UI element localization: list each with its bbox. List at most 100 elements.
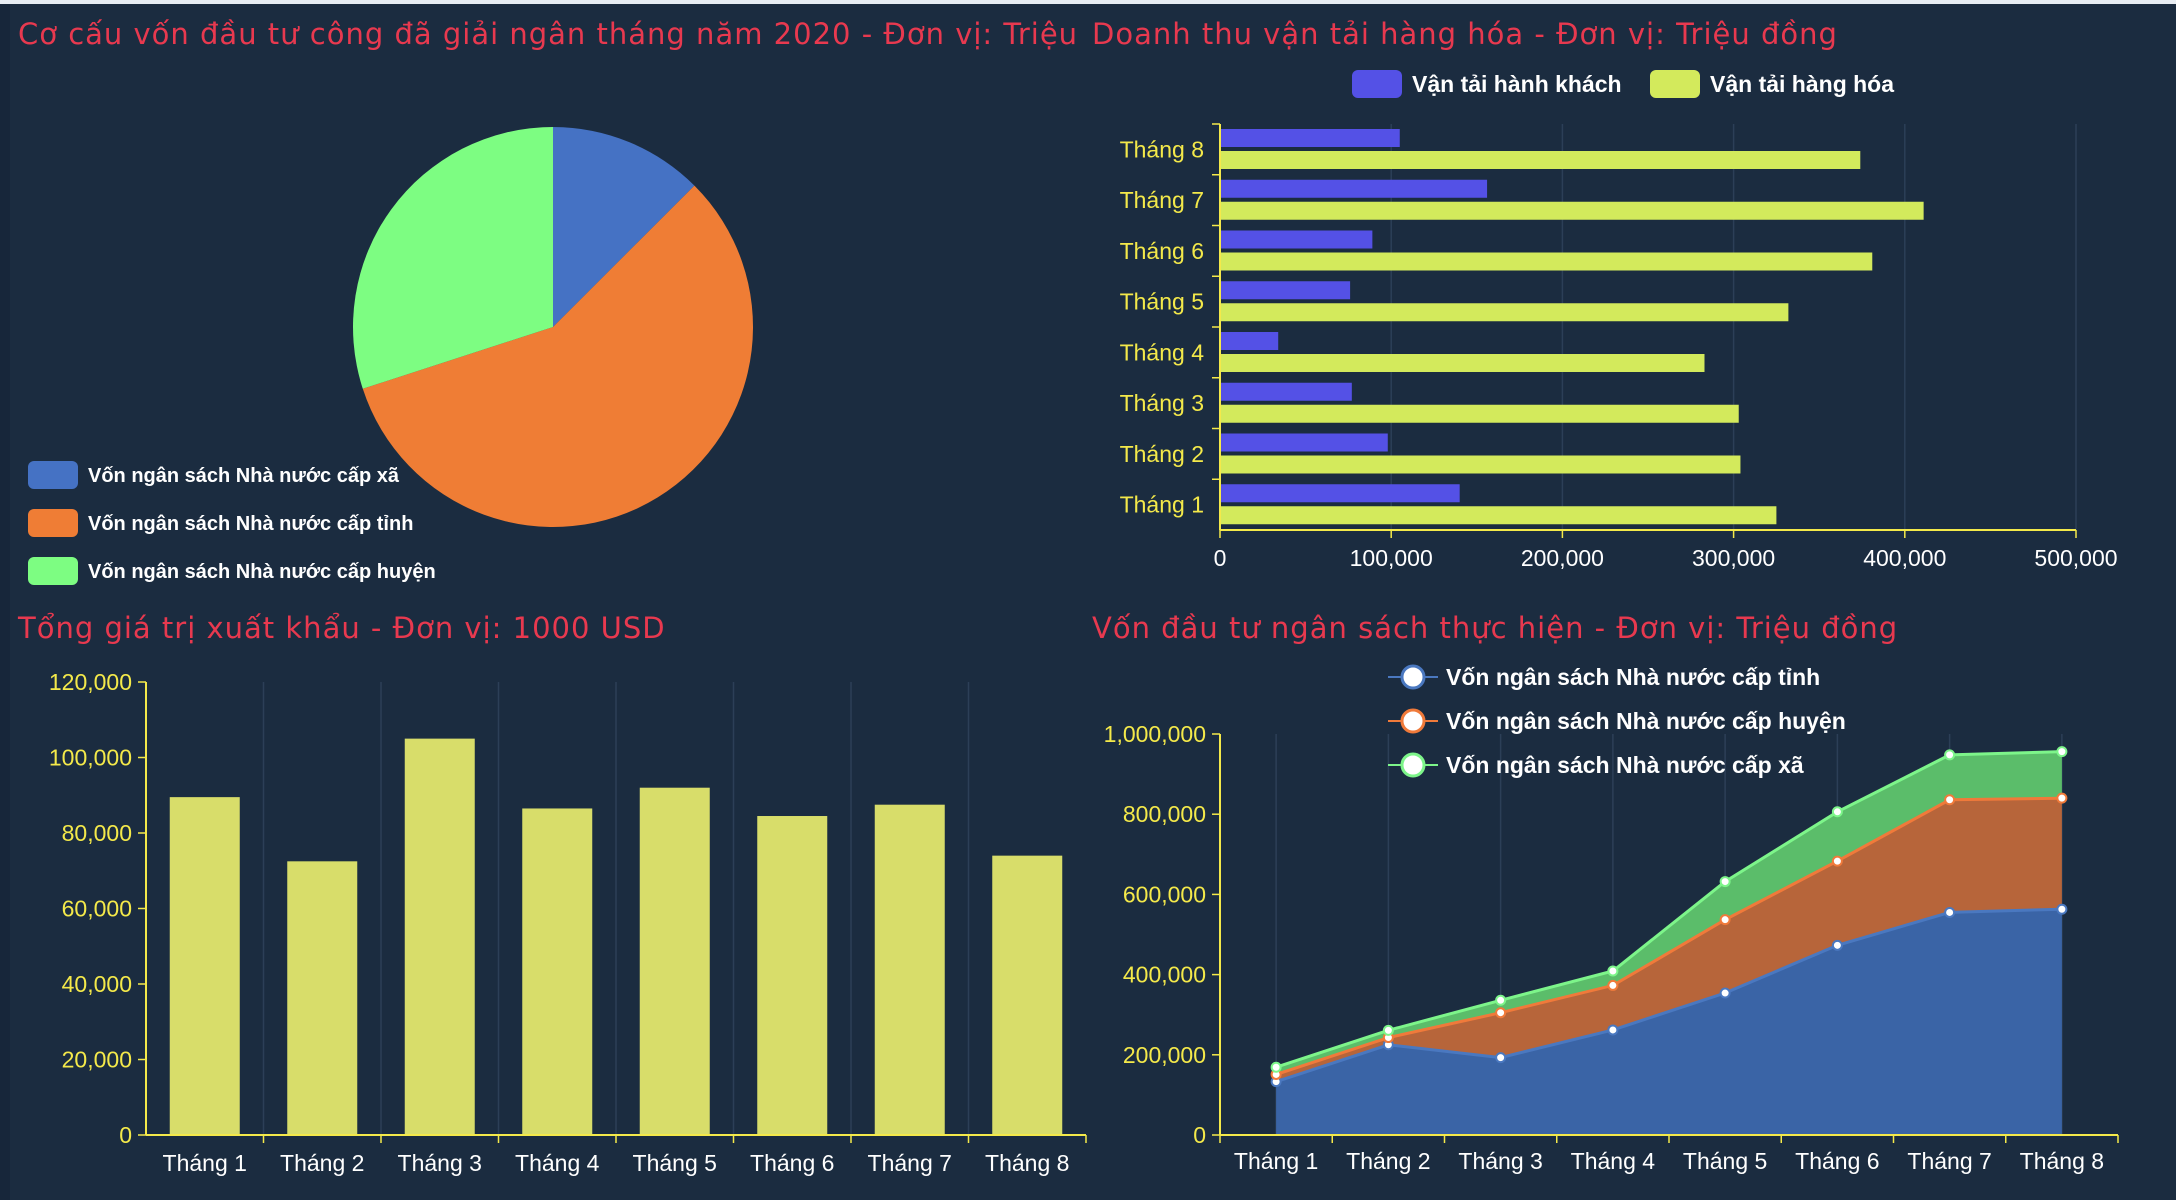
legend-marker bbox=[1400, 708, 1426, 734]
bar bbox=[169, 797, 240, 1135]
data-point bbox=[1944, 906, 1956, 918]
data-point bbox=[1270, 1061, 1282, 1073]
x-tick-label: Tháng 6 bbox=[1795, 1148, 1879, 1174]
data-point bbox=[1944, 749, 1956, 761]
x-tick-label: 200,000 bbox=[1521, 545, 1604, 571]
legend-label: Vốn ngân sách Nhà nước cấp huyện bbox=[1446, 708, 1846, 734]
y-tick-label: Tháng 5 bbox=[1120, 289, 1204, 315]
pie-slice bbox=[553, 127, 695, 327]
bar bbox=[1220, 303, 1789, 322]
bar bbox=[1220, 129, 1400, 147]
x-tick-label: Tháng 4 bbox=[1571, 1148, 1656, 1174]
bar bbox=[757, 816, 828, 1135]
legend-label: Vốn ngân sách Nhà nước cấp tỉnh bbox=[88, 513, 413, 535]
pie-chart: Cơ cấu vốn đầu tư công đã giải ngân thán… bbox=[18, 17, 1078, 585]
legend-swatch bbox=[1650, 70, 1700, 98]
legend-label: Vốn ngân sách Nhà nước cấp xã bbox=[88, 465, 400, 487]
x-tick-label: Tháng 5 bbox=[633, 1150, 717, 1176]
y-tick-label: Tháng 6 bbox=[1120, 238, 1204, 264]
chart-title: Tổng giá trị xuất khẩu - Đơn vị: 1000 US… bbox=[17, 611, 666, 645]
data-point bbox=[1495, 1052, 1507, 1064]
chart-title: Cơ cấu vốn đầu tư công đã giải ngân thán… bbox=[18, 17, 1078, 51]
x-tick-label: Tháng 2 bbox=[280, 1150, 364, 1176]
y-tick-label: Tháng 4 bbox=[1120, 339, 1205, 365]
data-point bbox=[1719, 876, 1731, 888]
x-tick-label: Tháng 7 bbox=[868, 1150, 952, 1176]
area-fill bbox=[1276, 909, 2062, 1135]
bar bbox=[404, 738, 475, 1135]
transport-revenue-panel: Doanh thu vận tải hàng hóa - Đơn vị: Tri… bbox=[1088, 0, 2176, 600]
data-point bbox=[1607, 979, 1619, 991]
data-point bbox=[1495, 1007, 1507, 1019]
pie-chart-panel: Cơ cấu vốn đầu tư công đã giải ngân thán… bbox=[0, 0, 1088, 600]
x-tick-label: Tháng 6 bbox=[750, 1150, 834, 1176]
area-fill bbox=[1276, 751, 2062, 1075]
export-value-chart: Tổng giá trị xuất khẩu - Đơn vị: 1000 US… bbox=[17, 611, 1087, 1176]
x-tick-label: Tháng 7 bbox=[1907, 1148, 1991, 1174]
bar bbox=[1220, 455, 1741, 474]
legend-label: Vận tải hàng hóa bbox=[1710, 71, 1894, 97]
pie-slice bbox=[353, 127, 553, 389]
series-line bbox=[1275, 796, 2062, 1076]
bar bbox=[1220, 506, 1777, 525]
y-tick-label: Tháng 2 bbox=[1120, 441, 1204, 467]
x-tick-label: 400,000 bbox=[1863, 545, 1946, 571]
y-tick-label: 400,000 bbox=[1123, 962, 1206, 988]
chart-title: Vốn đầu tư ngân sách thực hiện - Đơn vị:… bbox=[1092, 611, 1898, 645]
budget-investment-panel: Vốn đầu tư ngân sách thực hiện - Đơn vị:… bbox=[1088, 600, 2176, 1200]
y-tick-label: 120,000 bbox=[49, 669, 132, 695]
area-fill bbox=[1276, 798, 2062, 1082]
series-line bbox=[1275, 907, 2062, 1084]
transport-revenue-chart: Doanh thu vận tải hàng hóa - Đơn vị: Tri… bbox=[1092, 17, 2118, 571]
legend-label: Vận tải hành khách bbox=[1412, 71, 1622, 97]
x-tick-label: Tháng 1 bbox=[163, 1150, 247, 1176]
bar bbox=[1220, 151, 1861, 169]
data-point bbox=[1831, 806, 1843, 818]
bar bbox=[1220, 281, 1351, 300]
bar bbox=[992, 855, 1063, 1135]
top-border bbox=[0, 0, 2176, 4]
y-tick-label: 80,000 bbox=[62, 820, 132, 846]
bar bbox=[287, 861, 358, 1135]
bar bbox=[1220, 230, 1373, 249]
x-tick-label: 100,000 bbox=[1350, 545, 1433, 571]
y-tick-label: 0 bbox=[1193, 1122, 1206, 1148]
y-tick-label: Tháng 7 bbox=[1120, 187, 1204, 213]
data-point bbox=[1495, 994, 1507, 1006]
bar bbox=[1220, 433, 1388, 452]
bar bbox=[639, 787, 710, 1135]
data-point bbox=[2056, 746, 2068, 758]
legend-marker bbox=[1400, 664, 1426, 690]
x-tick-label: Tháng 1 bbox=[1234, 1148, 1318, 1174]
y-tick-label: 100,000 bbox=[49, 745, 132, 771]
x-tick-label: Tháng 8 bbox=[2020, 1148, 2104, 1174]
y-tick-label: 20,000 bbox=[62, 1047, 132, 1073]
budget-investment-chart: Vốn đầu tư ngân sách thực hiện - Đơn vị:… bbox=[1092, 611, 2119, 1174]
bar bbox=[1220, 201, 1924, 220]
bar bbox=[1220, 354, 1705, 372]
series-line bbox=[1275, 750, 2062, 1069]
x-tick-label: Tháng 5 bbox=[1683, 1148, 1767, 1174]
legend-marker bbox=[1400, 752, 1426, 778]
data-point bbox=[1607, 965, 1619, 977]
x-tick-label: Tháng 8 bbox=[985, 1150, 1069, 1176]
data-point bbox=[1607, 1024, 1619, 1036]
bar bbox=[874, 804, 945, 1135]
data-point bbox=[1831, 855, 1843, 867]
data-point bbox=[1719, 914, 1731, 926]
bar bbox=[1220, 382, 1352, 401]
x-tick-label: 500,000 bbox=[2034, 545, 2117, 571]
bar bbox=[1220, 484, 1460, 503]
data-point bbox=[1944, 794, 1956, 806]
legend-label: Vốn ngân sách Nhà nước cấp xã bbox=[1446, 752, 1804, 778]
bar bbox=[522, 808, 593, 1135]
export-value-panel: Tổng giá trị xuất khẩu - Đơn vị: 1000 US… bbox=[0, 600, 1088, 1200]
x-tick-label: 300,000 bbox=[1692, 545, 1775, 571]
y-tick-label: 40,000 bbox=[62, 971, 132, 997]
x-tick-label: 0 bbox=[1214, 545, 1227, 571]
bar bbox=[1220, 252, 1873, 271]
legend-swatch bbox=[28, 509, 78, 537]
data-point bbox=[1719, 987, 1731, 999]
y-tick-label: Tháng 1 bbox=[1120, 492, 1204, 518]
